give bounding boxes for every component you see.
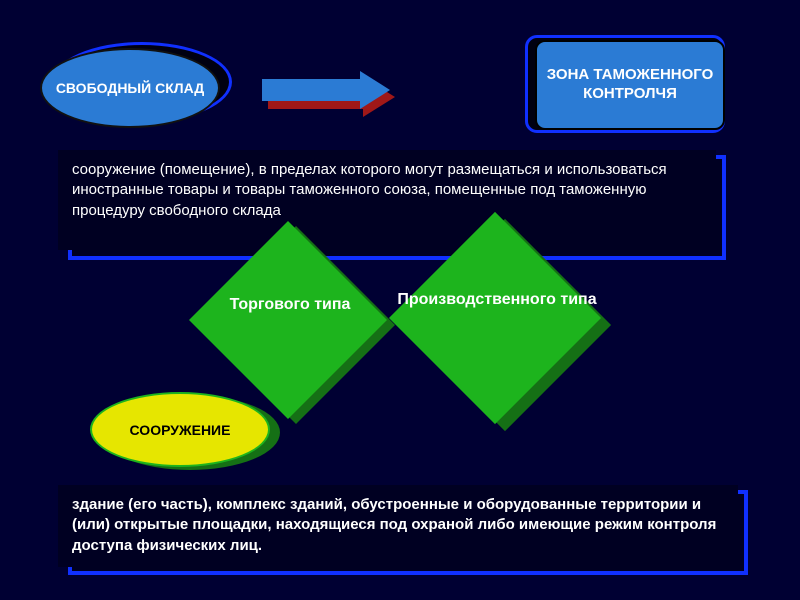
panel-definition-2: здание (его часть), комплекс зданий, обу…	[58, 485, 738, 567]
ellipse-building-label: СООРУЖЕНИЕ	[130, 422, 231, 438]
ellipse-warehouse-label: СВОБОДНЫЙ СКЛАД	[56, 80, 204, 96]
panel-definition-1-text: сооружение (помещение), в пределах котор…	[72, 161, 667, 219]
ellipse-warehouse: СВОБОДНЫЙ СКЛАД	[40, 48, 220, 128]
diamond-trade-label: Торгового типа	[190, 295, 390, 315]
ellipse-building: СООРУЖЕНИЕ	[90, 392, 270, 467]
roundbox-zone: ЗОНА ТАМОЖЕННОГО КОНТРОЛЧЯ	[535, 40, 725, 130]
roundbox-zone-label: ЗОНА ТАМОЖЕННОГО КОНТРОЛЧЯ	[543, 66, 717, 104]
panel-definition-2-text: здание (его часть), комплекс зданий, обу…	[72, 496, 716, 554]
arrow-blue	[262, 71, 390, 109]
panel-definition-1: сооружение (помещение), в пределах котор…	[58, 150, 716, 250]
arrow-connector	[262, 65, 412, 115]
diamond-production-label: Производственного типа	[372, 290, 622, 310]
